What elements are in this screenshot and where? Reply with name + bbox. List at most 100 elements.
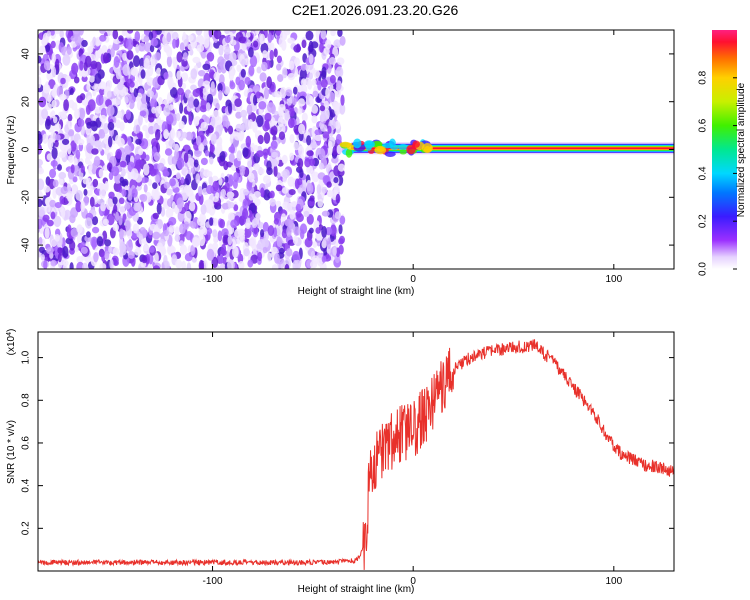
noise-dot	[267, 42, 275, 49]
noise-dot	[332, 145, 337, 157]
noise-dot	[188, 34, 194, 42]
noise-dot	[232, 246, 239, 258]
noise-dot	[260, 229, 265, 238]
noise-dot	[312, 241, 318, 248]
noise-dot	[50, 238, 57, 247]
noise-dot	[322, 131, 330, 139]
noise-dot	[195, 30, 203, 36]
colorbar: 0.0 0.2 0.4 0.6 0.8 Normalized spectral ampl…	[698, 30, 747, 276]
noise-dot	[213, 30, 222, 40]
noise-dot	[54, 139, 59, 148]
noise-dot	[238, 215, 246, 226]
noise-dot	[308, 53, 314, 65]
noise-dot	[245, 135, 251, 148]
noise-dot	[270, 140, 278, 150]
noise-dot	[53, 215, 62, 228]
noise-dot	[262, 246, 268, 254]
noise-dot	[183, 221, 190, 230]
noise-dot	[95, 94, 104, 106]
noise-dot	[149, 44, 155, 53]
noise-dot	[131, 188, 138, 198]
noise-dot	[92, 36, 97, 46]
noise-dot	[228, 152, 235, 163]
noise-dot	[297, 158, 304, 169]
noise-dot	[127, 251, 135, 259]
noise-dot	[38, 159, 43, 167]
noise-dot	[209, 144, 215, 153]
snr-line	[38, 339, 674, 570]
noise-dot	[333, 177, 339, 184]
noise-dot	[156, 202, 162, 215]
noise-dot	[38, 218, 43, 230]
noise-dot	[190, 221, 197, 229]
noise-dot	[339, 215, 346, 225]
noise-dot	[219, 151, 226, 162]
noise-dot	[206, 170, 213, 178]
noise-dot	[276, 236, 283, 248]
noise-dot	[200, 121, 209, 132]
spectrogram-x-tick-label: 100	[605, 274, 622, 285]
noise-dot	[230, 219, 238, 229]
noise-dot	[321, 186, 328, 194]
noise-dot	[323, 47, 330, 56]
noise-dot	[133, 201, 141, 212]
noise-dot	[166, 114, 174, 125]
noise-dot	[102, 218, 109, 226]
signal-onset-blob	[406, 144, 416, 155]
noise-dot	[257, 134, 264, 145]
signal-onset-blob	[363, 140, 375, 149]
noise-dot	[188, 115, 193, 126]
noise-dot	[155, 129, 161, 141]
noise-dot	[156, 242, 163, 251]
noise-dot	[106, 162, 113, 172]
noise-dot	[83, 188, 88, 196]
noise-dot	[79, 107, 86, 120]
colorbar-gradient	[712, 30, 737, 269]
noise-dot	[321, 66, 327, 78]
noise-dot	[298, 98, 305, 107]
noise-dot	[209, 217, 214, 226]
noise-dot	[252, 121, 258, 133]
noise-dot	[222, 202, 229, 210]
signal-band	[339, 138, 674, 158]
noise-dot	[54, 202, 62, 209]
noise-dot	[336, 57, 345, 66]
noise-dot	[126, 50, 134, 60]
noise-dot	[310, 170, 316, 177]
noise-dot	[49, 168, 57, 179]
noise-dot	[212, 229, 218, 238]
noise-dot	[52, 179, 59, 188]
spectrogram-y-tick-label: 0	[21, 146, 32, 152]
noise-dot	[212, 180, 220, 192]
signal-onset-blob	[398, 143, 409, 151]
noise-dot	[234, 98, 242, 107]
noise-dot	[163, 105, 171, 117]
noise-dot	[202, 63, 211, 70]
noise-dot	[320, 30, 327, 40]
noise-dot	[69, 240, 76, 251]
noise-dot	[311, 115, 318, 124]
noise-dot	[281, 67, 288, 79]
noise-dot	[153, 151, 161, 162]
noise-dot	[99, 114, 107, 123]
noise-dot	[74, 108, 80, 120]
noise-dot	[73, 157, 78, 167]
signal-onset-blob	[353, 138, 362, 149]
noise-dot	[119, 160, 127, 168]
noise-dot	[246, 104, 253, 115]
noise-dot	[140, 93, 148, 105]
noise-dot	[242, 198, 248, 211]
noise-dot	[75, 149, 81, 160]
noise-dot	[99, 263, 107, 269]
noise-dot	[230, 143, 236, 155]
noise-dot	[154, 52, 161, 61]
noise-dot	[179, 244, 188, 255]
noise-dot	[50, 259, 57, 267]
noise-dot	[124, 145, 132, 155]
noise-dot	[73, 30, 81, 37]
noise-dot	[327, 209, 334, 218]
snr-plot-area	[38, 332, 674, 571]
noise-dot	[155, 106, 160, 118]
noise-dot	[256, 66, 262, 74]
noise-dot	[334, 120, 341, 130]
